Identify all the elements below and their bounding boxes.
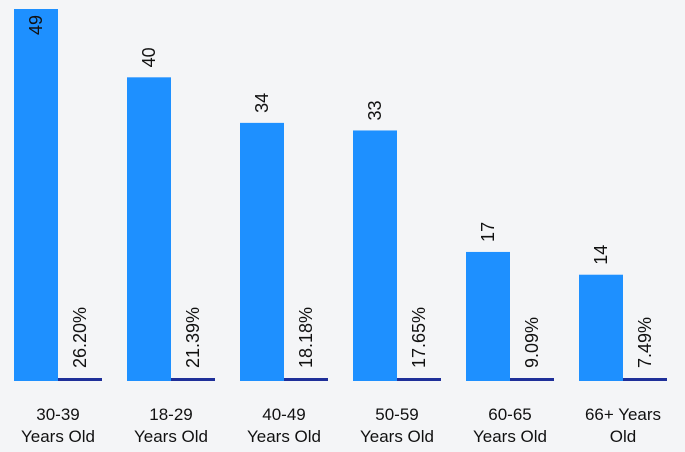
x-tick-label-line: Years Old (247, 427, 321, 446)
data-label-secondary-0: 26.20% (70, 307, 90, 368)
data-label-primary-0: 49 (26, 15, 46, 35)
data-labels-layer: 49 26.20% 40 21.39% 34 18.18% 33 17.65% 17 9.09% 1… (26, 15, 655, 368)
x-tick-label-line: Years Old (134, 427, 208, 446)
x-tick-label-line: Years Old (360, 427, 434, 446)
bars-layer (14, 9, 667, 381)
data-label-primary-4: 17 (478, 222, 498, 242)
x-tick-label-line: Years Old (473, 427, 547, 446)
data-label-secondary-2: 18.18% (296, 307, 316, 368)
bar-primary-4 (466, 251, 510, 381)
x-tick-label-0: 30-39 Years Old (21, 405, 95, 446)
bar-secondary-4 (510, 378, 554, 381)
x-tick-label-2: 40-49 Years Old (247, 405, 321, 446)
data-label-secondary-4: 9.09% (522, 317, 542, 368)
x-tick-label-4: 60-65 Years Old (473, 405, 547, 446)
bar-secondary-0 (58, 378, 102, 381)
x-tick-label-line: 60-65 (488, 405, 531, 424)
bar-secondary-3 (397, 378, 441, 381)
data-label-secondary-1: 21.39% (183, 307, 203, 368)
bar-secondary-5 (623, 378, 667, 381)
x-tick-label-line: 66+ Years (585, 405, 661, 424)
x-tick-label-line: 18-29 (149, 405, 192, 424)
x-tick-label-line: 40-49 (262, 405, 305, 424)
x-tick-label-1: 18-29 Years Old (134, 405, 208, 446)
data-label-primary-1: 40 (139, 47, 159, 67)
bar-primary-5 (579, 274, 623, 381)
x-tick-label-line: Years Old (21, 427, 95, 446)
data-label-secondary-5: 7.49% (635, 317, 655, 368)
x-axis: 30-39 Years Old 18-29 Years Old 40-49 Years O… (21, 405, 661, 446)
x-tick-label-line: Old (610, 427, 636, 446)
data-label-secondary-3: 17.65% (409, 307, 429, 368)
x-tick-label-3: 50-59 Years Old (360, 405, 434, 446)
bar-secondary-1 (171, 378, 215, 381)
bar-primary-0 (14, 9, 58, 381)
x-tick-label-line: 30-39 (36, 405, 79, 424)
x-tick-label-line: 50-59 (375, 405, 418, 424)
bar-primary-2 (240, 122, 284, 381)
data-label-primary-5: 14 (591, 245, 611, 265)
data-label-primary-2: 34 (252, 93, 272, 113)
bar-secondary-2 (284, 378, 328, 381)
bar-primary-3 (353, 130, 397, 381)
x-tick-label-5: 66+ Years Old (585, 405, 661, 446)
data-label-primary-3: 33 (365, 100, 385, 120)
bar-primary-1 (127, 77, 171, 381)
